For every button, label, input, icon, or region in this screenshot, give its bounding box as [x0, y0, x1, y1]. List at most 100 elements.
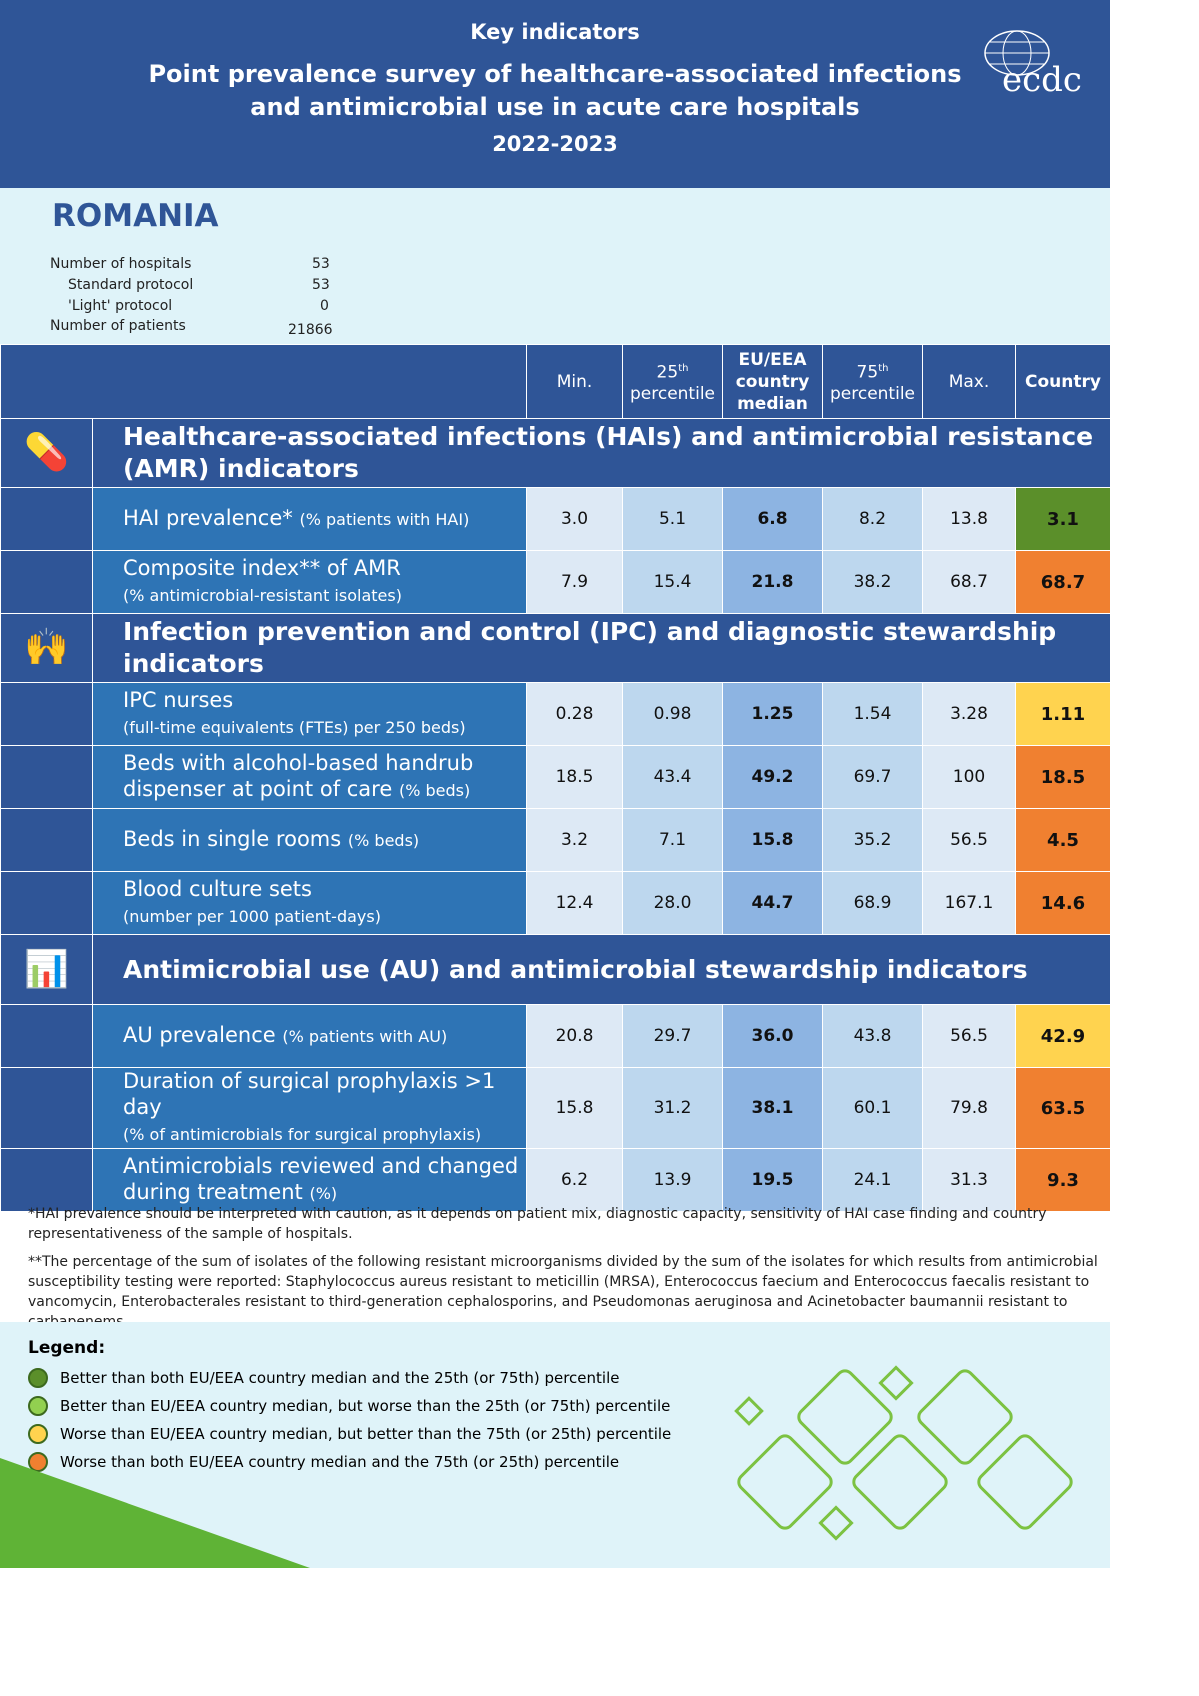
value-cell: 29.7 — [622, 1004, 723, 1068]
value-cell: 3.2 — [526, 808, 623, 872]
footnote-1: *HAI prevalence should be interpreted wi… — [28, 1206, 1047, 1242]
col-country: Country — [1015, 344, 1111, 419]
col-p25: 25th percentile — [622, 344, 723, 419]
section-title: Infection prevention and control (IPC) a… — [92, 613, 1111, 683]
indicators-table: Min. 25th percentile EU/EEA country median … — [0, 344, 1111, 1212]
value-cell: 12.4 — [526, 871, 623, 935]
value-cell: 3.28 — [922, 682, 1016, 746]
value-cell: 1.54 — [822, 682, 923, 746]
value-cell: 100 — [922, 745, 1016, 809]
stat-label: Standard protocol — [68, 277, 194, 293]
country-name: ROMANIA — [52, 198, 219, 234]
value-cell: 5.1 — [622, 487, 723, 551]
legend: Legend: Better than both EU/EEA country … — [0, 1322, 1110, 1568]
years: 2022-2023 — [492, 132, 618, 156]
country-info: ROMANIA Number of hospitals 53 Standard … — [0, 188, 1110, 344]
stat-value: 53 — [312, 256, 330, 272]
value-cell: 21.8 — [722, 550, 823, 614]
col-min: Min. — [526, 344, 623, 419]
section-header: 📊 Antimicrobial use (AU) and antimicrobia… — [0, 934, 1111, 1005]
row-icon-cell — [0, 550, 93, 614]
header: Key indicators Point prevalence survey o… — [0, 0, 1110, 188]
country-value: 4.5 — [1015, 808, 1111, 872]
value-cell: 15.8 — [526, 1067, 623, 1149]
stat-label: 'Light' protocol — [68, 298, 173, 314]
value-cell: 68.9 — [822, 871, 923, 935]
value-cell: 18.5 — [526, 745, 623, 809]
value-cell: 28.0 — [622, 871, 723, 935]
country-value: 9.3 — [1015, 1148, 1111, 1212]
legend-dot-icon — [28, 1368, 48, 1388]
row-icon-cell — [0, 745, 93, 809]
section-header: 💊 Healthcare-associated infections (HAIs)… — [0, 418, 1111, 488]
indicator-label: Duration of surgical prophylaxis >1 day(… — [92, 1067, 527, 1149]
indicator-label: Antimicrobials reviewed and changed duri… — [92, 1148, 527, 1212]
value-cell: 31.3 — [922, 1148, 1016, 1212]
row-icon-cell — [0, 808, 93, 872]
country-value: 68.7 — [1015, 550, 1111, 614]
value-cell: 56.5 — [922, 1004, 1016, 1068]
value-cell: 35.2 — [822, 808, 923, 872]
value-cell: 31.2 — [622, 1067, 723, 1149]
country-value: 1.11 — [1015, 682, 1111, 746]
footnotes: *HAI prevalence should be interpreted wi… — [28, 1204, 1098, 1340]
ecdc-logo: ecdc — [982, 28, 1082, 118]
row-icon-cell — [0, 871, 93, 935]
indicator-label: AU prevalence (% patients with AU) — [92, 1004, 527, 1068]
value-cell: 49.2 — [722, 745, 823, 809]
value-cell: 38.1 — [722, 1067, 823, 1149]
value-cell: 79.8 — [922, 1067, 1016, 1149]
value-cell: 60.1 — [822, 1067, 923, 1149]
indicator-label: IPC nurses (full-time equivalents (FTEs) … — [92, 682, 527, 746]
table-row: Beds in single rooms (% beds) 3.2 7.1 15.8 3… — [0, 808, 1111, 872]
indicator-label: Composite index** of AMR (% antimicrobial… — [92, 550, 527, 614]
value-cell: 6.2 — [526, 1148, 623, 1212]
col-max: Max. — [922, 344, 1016, 419]
value-cell: 56.5 — [922, 808, 1016, 872]
value-cell: 0.28 — [526, 682, 623, 746]
table-row: HAI prevalence* (% patients with HAI) 3.0… — [0, 487, 1111, 551]
row-icon-cell — [0, 682, 93, 746]
col-p75: 75th percentile — [822, 344, 923, 419]
value-cell: 13.9 — [622, 1148, 723, 1212]
value-cell: 0.98 — [622, 682, 723, 746]
table-row: Composite index** of AMR (% antimicrobial… — [0, 550, 1111, 614]
value-cell: 36.0 — [722, 1004, 823, 1068]
indicator-label: Beds in single rooms (% beds) — [92, 808, 527, 872]
row-icon-cell — [0, 1148, 93, 1212]
report-title: Point prevalence survey of healthcare-as… — [0, 58, 1110, 124]
stat-label: Number of patients — [50, 318, 186, 334]
value-cell: 15.8 — [722, 808, 823, 872]
title-line-2: and antimicrobial use in acute care hosp… — [250, 93, 860, 121]
row-icon-cell — [0, 1067, 93, 1149]
indicator-label: Beds with alcohol-based handrub dispense… — [92, 745, 527, 809]
indicator-label: Blood culture sets (number per 1000 patie… — [92, 871, 527, 935]
indicator-label: HAI prevalence* (% patients with HAI) — [92, 487, 527, 551]
row-icon-cell — [0, 1004, 93, 1068]
row-icon-cell — [0, 487, 93, 551]
title-line-1: Point prevalence survey of healthcare-as… — [148, 60, 962, 88]
medicine-icon: 💊 — [0, 418, 93, 488]
value-cell: 68.7 — [922, 550, 1016, 614]
stat-label: Number of hospitals — [50, 256, 192, 272]
legend-dot-icon — [28, 1396, 48, 1416]
kicker: Key indicators — [470, 20, 640, 44]
country-value: 3.1 — [1015, 487, 1111, 551]
country-value: 14.6 — [1015, 871, 1111, 935]
value-cell: 20.8 — [526, 1004, 623, 1068]
footnote-2: **The percentage of the sum of isolates … — [28, 1254, 1098, 1330]
decorative-triangle — [0, 1458, 310, 1568]
country-value: 18.5 — [1015, 745, 1111, 809]
legend-item: Worse than EU/EEA country median, but be… — [28, 1424, 671, 1444]
table-row: Antimicrobials reviewed and changed duri… — [0, 1148, 1111, 1212]
value-cell: 3.0 — [526, 487, 623, 551]
value-cell: 38.2 — [822, 550, 923, 614]
section-title: Antimicrobial use (AU) and antimicrobial… — [92, 934, 1111, 1005]
table-row: Blood culture sets (number per 1000 patie… — [0, 871, 1111, 935]
table-row: IPC nurses (full-time equivalents (FTEs) … — [0, 682, 1111, 746]
legend-item: Better than EU/EEA country median, but w… — [28, 1396, 670, 1416]
value-cell: 69.7 — [822, 745, 923, 809]
col-median: EU/EEA country median — [722, 344, 823, 419]
stat-value: 53 — [312, 277, 330, 293]
table-row: AU prevalence (% patients with AU) 20.8 29… — [0, 1004, 1111, 1068]
